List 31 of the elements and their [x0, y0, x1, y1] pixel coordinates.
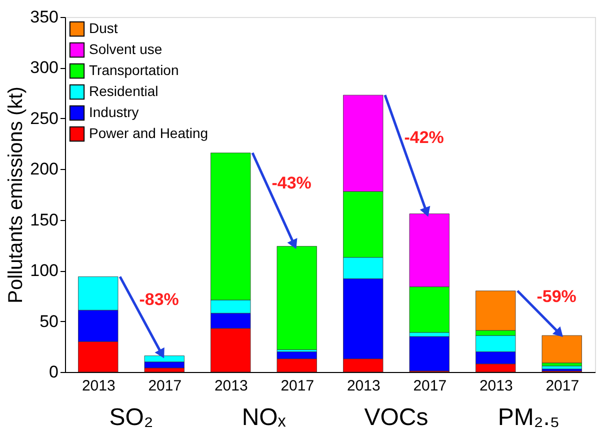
y-tick-label: 50: [40, 312, 58, 331]
legend-label: Solvent use: [89, 41, 162, 57]
x-tick-label: 2013: [82, 378, 116, 394]
y-tick-label: 150: [30, 210, 58, 230]
x-tick-label: 2017: [413, 378, 447, 394]
x-tick-label: 2017: [546, 378, 580, 394]
text: NOₓ: [242, 404, 286, 431]
text: VOCs: [364, 404, 428, 431]
x-tick-label: 2017: [148, 378, 182, 394]
y-axis-title: Pollutants emissions (kt): [5, 86, 28, 304]
annotation: -42%: [404, 128, 444, 148]
y-tick-label: 200: [30, 160, 58, 179]
y-tick-label: 300: [30, 58, 58, 78]
legend-label: Transportation: [89, 62, 179, 78]
annotation: -83%: [139, 290, 179, 309]
x-tick-label: 2013: [479, 378, 513, 394]
legend-label: Residential: [89, 83, 158, 99]
legend-label: Dust: [89, 20, 118, 36]
x-tick-label: 2017: [280, 378, 314, 394]
y-tick-label: 350: [30, 8, 58, 26]
annotation: -43%: [272, 173, 312, 192]
text: PM₂.₅: [498, 404, 560, 431]
y-tick-label: 250: [30, 108, 58, 128]
x-tick-label: 2013: [214, 378, 248, 394]
legend-label: Industry: [89, 104, 139, 120]
y-tick-label: 100: [30, 261, 58, 280]
text: SO₂: [109, 404, 154, 431]
legend-label: Power and Heating: [89, 125, 208, 141]
x-tick-label: 2013: [346, 378, 380, 394]
y-tick-label: 0: [49, 362, 58, 382]
annotation: -59%: [536, 286, 576, 306]
